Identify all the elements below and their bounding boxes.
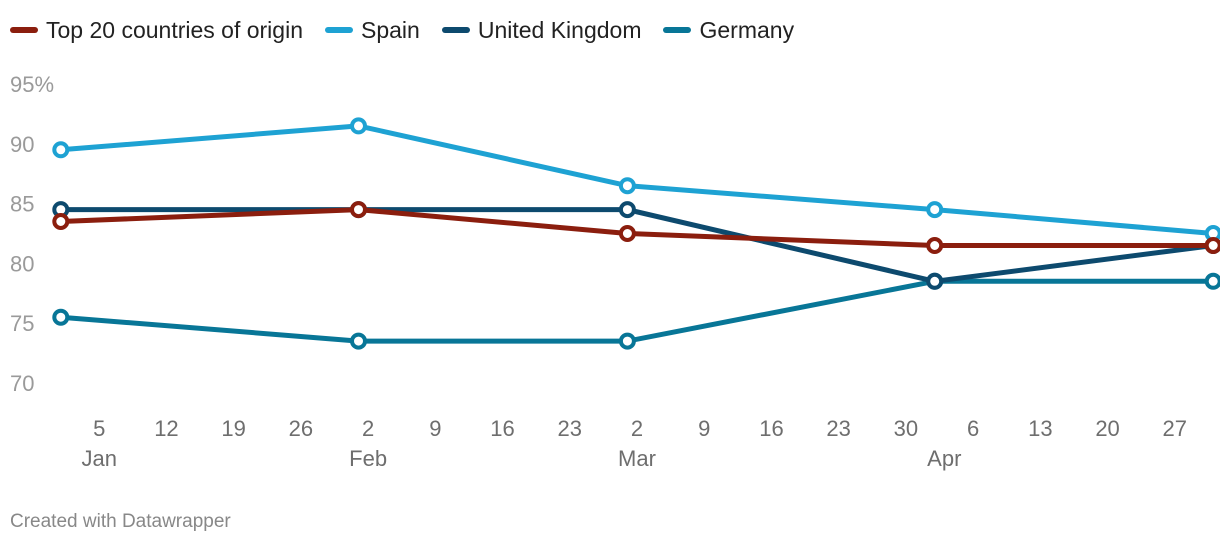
data-point [52,308,70,326]
legend-label: Top 20 countries of origin [46,16,303,43]
legend-item: Top 20 countries of origin [10,17,303,44]
data-point [1204,272,1220,290]
legend-item: Germany [663,17,794,44]
data-point [1204,237,1220,254]
legend-item: Spain [325,17,420,44]
x-tick-label: 16 [490,416,514,441]
x-tick-label: 16 [759,416,783,441]
data-point [350,201,367,219]
x-tick-label: 2 [631,416,643,441]
series-line [58,123,1216,236]
legend-swatch [325,27,353,33]
x-month-label: Jan [81,446,116,471]
y-tick-label: 85 [10,192,34,217]
x-tick-label: 9 [698,416,710,441]
y-tick-label: 70 [10,371,34,396]
x-tick-label: 27 [1163,416,1187,441]
data-point [618,332,636,350]
y-tick-label: 95% [10,72,54,97]
x-tick-label: 19 [221,416,245,441]
data-point [618,177,636,195]
x-month-label: Apr [927,446,961,471]
data-point [350,117,367,135]
x-tick-label: 23 [826,416,850,441]
x-month-label: Feb [349,446,387,471]
data-point [618,201,636,219]
x-tick-label: 13 [1028,416,1052,441]
series-line [58,207,1216,248]
x-tick-label: 30 [894,416,918,441]
data-point [52,213,70,230]
chart-legend: Top 20 countries of origin Spain United Ki… [10,14,816,46]
data-point [926,201,944,219]
y-tick-label: 90 [10,132,34,157]
legend-label: Spain [361,16,420,43]
x-tick-label: 23 [558,416,582,441]
x-month-label: Mar [618,446,656,471]
x-tick-label: 2 [362,416,374,441]
legend-swatch [441,27,470,33]
x-tick-label: 6 [967,416,979,441]
credit-text: Created with Datawrapper [10,511,231,532]
data-point [926,272,944,290]
data-point [52,141,70,159]
legend-swatch [663,27,692,33]
legend-item: United Kingdom [441,16,642,44]
legend-label: United Kingdom [477,16,642,43]
x-tick-label: 12 [154,416,178,441]
x-tick-label: 5 [93,416,105,441]
y-tick-label: 75 [10,311,34,336]
data-point [350,332,367,350]
data-point [926,237,944,254]
legend-label: Germany [699,16,795,43]
y-tick-label: 80 [10,251,34,276]
x-tick-label: 20 [1095,416,1119,441]
legend-swatch [10,27,38,33]
x-tick-label: 26 [289,416,313,441]
data-point [618,225,636,242]
series-line [58,278,1216,344]
x-tick-label: 9 [429,416,441,441]
